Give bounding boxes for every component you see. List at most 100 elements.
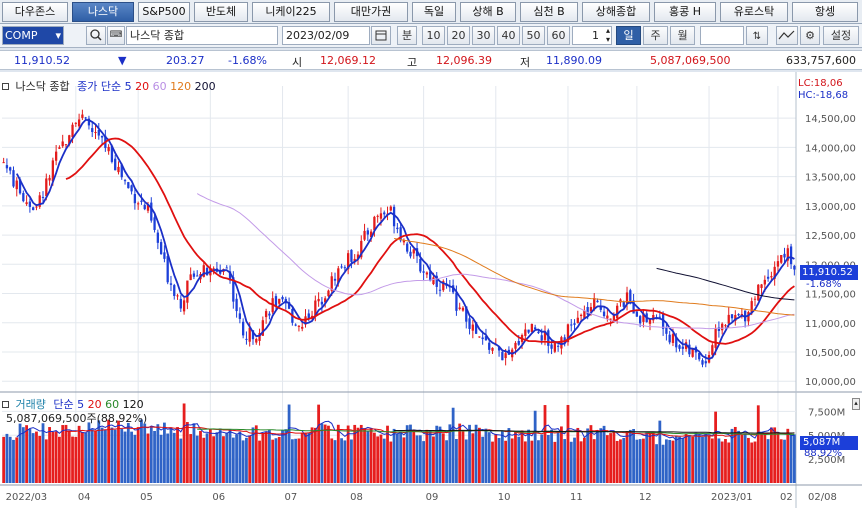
- minute-button-10[interactable]: 10: [422, 26, 445, 45]
- volume-bar: [363, 428, 366, 483]
- tab-4[interactable]: 니케이225: [252, 2, 330, 22]
- candle-body: [68, 135, 71, 145]
- period-button-2[interactable]: 월: [670, 26, 695, 45]
- minute-button-50[interactable]: 50: [522, 26, 545, 45]
- tab-0[interactable]: 다우존스: [2, 2, 68, 22]
- volume-bar: [428, 430, 432, 483]
- tab-12[interactable]: 항셍: [792, 2, 858, 22]
- candle-body: [2, 162, 5, 164]
- volume-legend: 거래량 단순 5 20 60 120: [2, 396, 144, 412]
- candle-body: [245, 338, 248, 340]
- volume-bar: [592, 439, 596, 483]
- indicator-button[interactable]: ⇅: [746, 26, 768, 45]
- volume-bar: [51, 432, 55, 483]
- candle-body: [87, 118, 91, 126]
- volume-bar: [67, 430, 71, 483]
- date-tick-label: 2022/03: [6, 492, 48, 503]
- gear-button[interactable]: ⚙: [800, 26, 820, 45]
- settings-button[interactable]: 설정: [823, 26, 859, 45]
- candle-body: [324, 298, 327, 303]
- candle-body: [196, 275, 199, 277]
- candle-body: [409, 251, 412, 257]
- candlestick-chart[interactable]: 10,000,0010,500,0011,000,0011,500,0012,0…: [0, 72, 862, 508]
- extra-input[interactable]: [700, 26, 744, 45]
- calendar-button[interactable]: [371, 26, 391, 45]
- minute-button-60[interactable]: 60: [547, 26, 570, 45]
- candle-body: [202, 265, 205, 277]
- volume-ma120: 120: [122, 398, 144, 411]
- tab-6[interactable]: 독일: [412, 2, 456, 22]
- volume-bar: [225, 432, 229, 483]
- volume-bar: [468, 424, 471, 483]
- candle-body: [688, 344, 691, 355]
- candle-body: [438, 289, 442, 291]
- last-pct-tag: -1.68%: [806, 279, 842, 290]
- volume-bar: [730, 428, 734, 483]
- candle-body: [556, 345, 560, 347]
- volume-pane-scroll-button[interactable]: ▴: [852, 398, 860, 410]
- volume-bar: [369, 429, 373, 483]
- minute-button-40[interactable]: 40: [497, 26, 520, 45]
- candle-body: [140, 200, 143, 202]
- candle-body: [228, 271, 232, 281]
- tab-3[interactable]: 반도체: [194, 2, 248, 22]
- tab-8[interactable]: 심천 B: [520, 2, 578, 22]
- volume-bar: [307, 432, 311, 483]
- volume-title: 거래량: [15, 398, 46, 411]
- tab-5[interactable]: 대만가권: [334, 2, 408, 22]
- symbol-code-input[interactable]: COMP ▾: [2, 26, 64, 45]
- volume-bar: [376, 436, 380, 483]
- minute-button-20[interactable]: 20: [447, 26, 470, 45]
- tab-1[interactable]: 나스닥: [72, 2, 134, 22]
- price-tick-label: 12,500,00: [805, 231, 856, 242]
- candle-body: [616, 305, 619, 319]
- candle-body: [51, 160, 55, 182]
- symbol-name-field[interactable]: 나스닥 종합: [126, 26, 278, 45]
- volume-bar: [560, 426, 563, 483]
- candle-body: [609, 318, 612, 320]
- candle-body: [392, 206, 396, 227]
- volume-bar: [533, 410, 537, 483]
- tab-11[interactable]: 유로스탁: [720, 2, 788, 22]
- chevron-down-icon[interactable]: ▾: [55, 29, 61, 42]
- legend-ma20: 20: [135, 80, 150, 93]
- minute-button-30[interactable]: 30: [472, 26, 495, 45]
- candle-body: [530, 323, 534, 332]
- candle-body: [658, 316, 661, 318]
- candle-body: [678, 345, 681, 349]
- volume-bar: [697, 434, 701, 483]
- tab-7[interactable]: 상해 B: [460, 2, 516, 22]
- candle-body: [547, 330, 550, 346]
- candle-body: [317, 298, 320, 302]
- candle-body: [698, 353, 701, 360]
- ma-line-60: [196, 193, 795, 330]
- volume-bar: [287, 404, 291, 483]
- tab-9[interactable]: 상해종합: [582, 2, 650, 22]
- volume-bar: [625, 431, 629, 483]
- volume-bar: [185, 422, 189, 483]
- tab-10[interactable]: 홍콩 H: [654, 2, 716, 22]
- count-input[interactable]: 1 ▴ ▾: [572, 26, 612, 45]
- volume-bar: [582, 437, 586, 483]
- candle-body: [350, 249, 353, 262]
- minute-unit-button[interactable]: 분: [397, 26, 417, 45]
- volume-bar: [143, 423, 147, 483]
- candle-body: [110, 145, 114, 162]
- spinner-icon[interactable]: ▴ ▾: [605, 26, 610, 44]
- candle-body: [117, 166, 120, 173]
- volume-bar: [133, 434, 137, 483]
- chart-area[interactable]: 10,000,0010,500,0011,000,0011,500,0012,0…: [0, 72, 862, 508]
- candle-body: [18, 179, 22, 194]
- period-button-0[interactable]: 일: [616, 26, 641, 45]
- search-button[interactable]: [86, 26, 106, 45]
- volume-bar: [254, 425, 258, 483]
- candle-body: [478, 336, 481, 338]
- period-button-1[interactable]: 주: [643, 26, 668, 45]
- symbol-lookup-button[interactable]: ⌨: [107, 26, 125, 45]
- volume-bar: [769, 427, 773, 483]
- tab-2[interactable]: S&P500: [138, 2, 190, 22]
- candle-body: [340, 266, 343, 268]
- draw-tool-button[interactable]: [776, 26, 798, 45]
- date-input[interactable]: 2023/02/09: [282, 26, 370, 45]
- candle-body: [179, 298, 182, 309]
